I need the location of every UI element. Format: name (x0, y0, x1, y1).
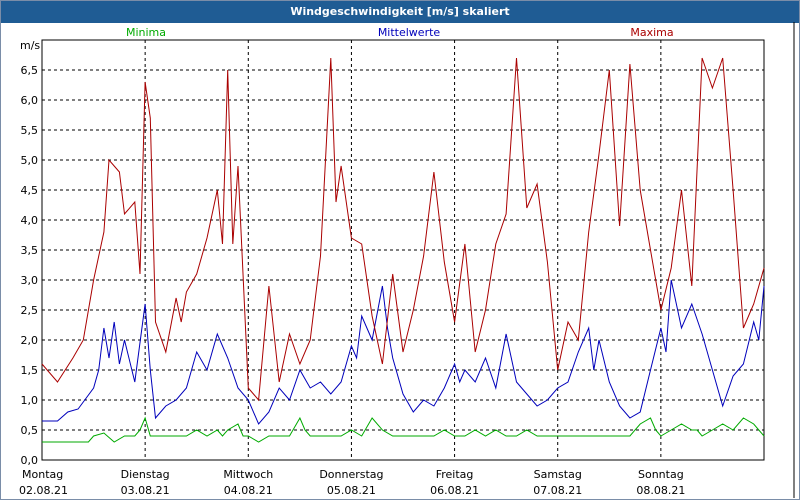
x-tick-day: Montag (22, 468, 63, 481)
x-tick-day: Dienstag (121, 468, 170, 481)
y-tick-label: 2,5 (21, 304, 39, 317)
y-tick-label: 3,5 (21, 244, 39, 257)
series-line-maxima (41, 57, 765, 402)
legend-mittelwerte: Mittelwerte (378, 26, 441, 39)
y-tick-label: 0,0 (21, 454, 39, 467)
x-tick-date: 02.08.21 (19, 484, 68, 497)
x-tick-day: Sonntag (638, 468, 684, 481)
y-tick-label: 6,5 (21, 64, 39, 77)
x-tick-date: 08.08.21 (636, 484, 685, 497)
x-tick-day: Mittwoch (223, 468, 273, 481)
series-line-minima (42, 416, 765, 443)
x-tick-date: 04.08.21 (224, 484, 273, 497)
x-tick-date: 05.08.21 (327, 484, 376, 497)
y-tick-label: 4,0 (21, 214, 39, 227)
y-tick-label: 5,0 (21, 154, 39, 167)
y-axis-label: m/s (20, 39, 40, 52)
legend-maxima: Maxima (630, 26, 673, 39)
series-line-mittelwerte (42, 279, 765, 425)
y-tick-label: 0,5 (21, 424, 39, 437)
x-tick-date: 06.08.21 (430, 484, 479, 497)
x-tick-day: Donnerstag (319, 468, 383, 481)
x-tick-day: Freitag (436, 468, 474, 481)
legend-minima: Minima (126, 26, 166, 39)
y-tick-label: 2,0 (21, 334, 39, 347)
y-tick-label: 5,5 (21, 124, 39, 137)
y-tick-label: 1,0 (21, 394, 39, 407)
x-tick-date: 07.08.21 (533, 484, 582, 497)
y-tick-label: 1,5 (21, 364, 39, 377)
y-tick-label: 6,0 (21, 94, 39, 107)
y-tick-label: 4,5 (21, 184, 39, 197)
x-tick-date: 03.08.21 (121, 484, 170, 497)
x-tick-day: Samstag (534, 468, 582, 481)
window-title: Windgeschwindigkeit [m/s] skaliert (1, 1, 799, 23)
y-tick-label: 3,0 (21, 274, 39, 287)
